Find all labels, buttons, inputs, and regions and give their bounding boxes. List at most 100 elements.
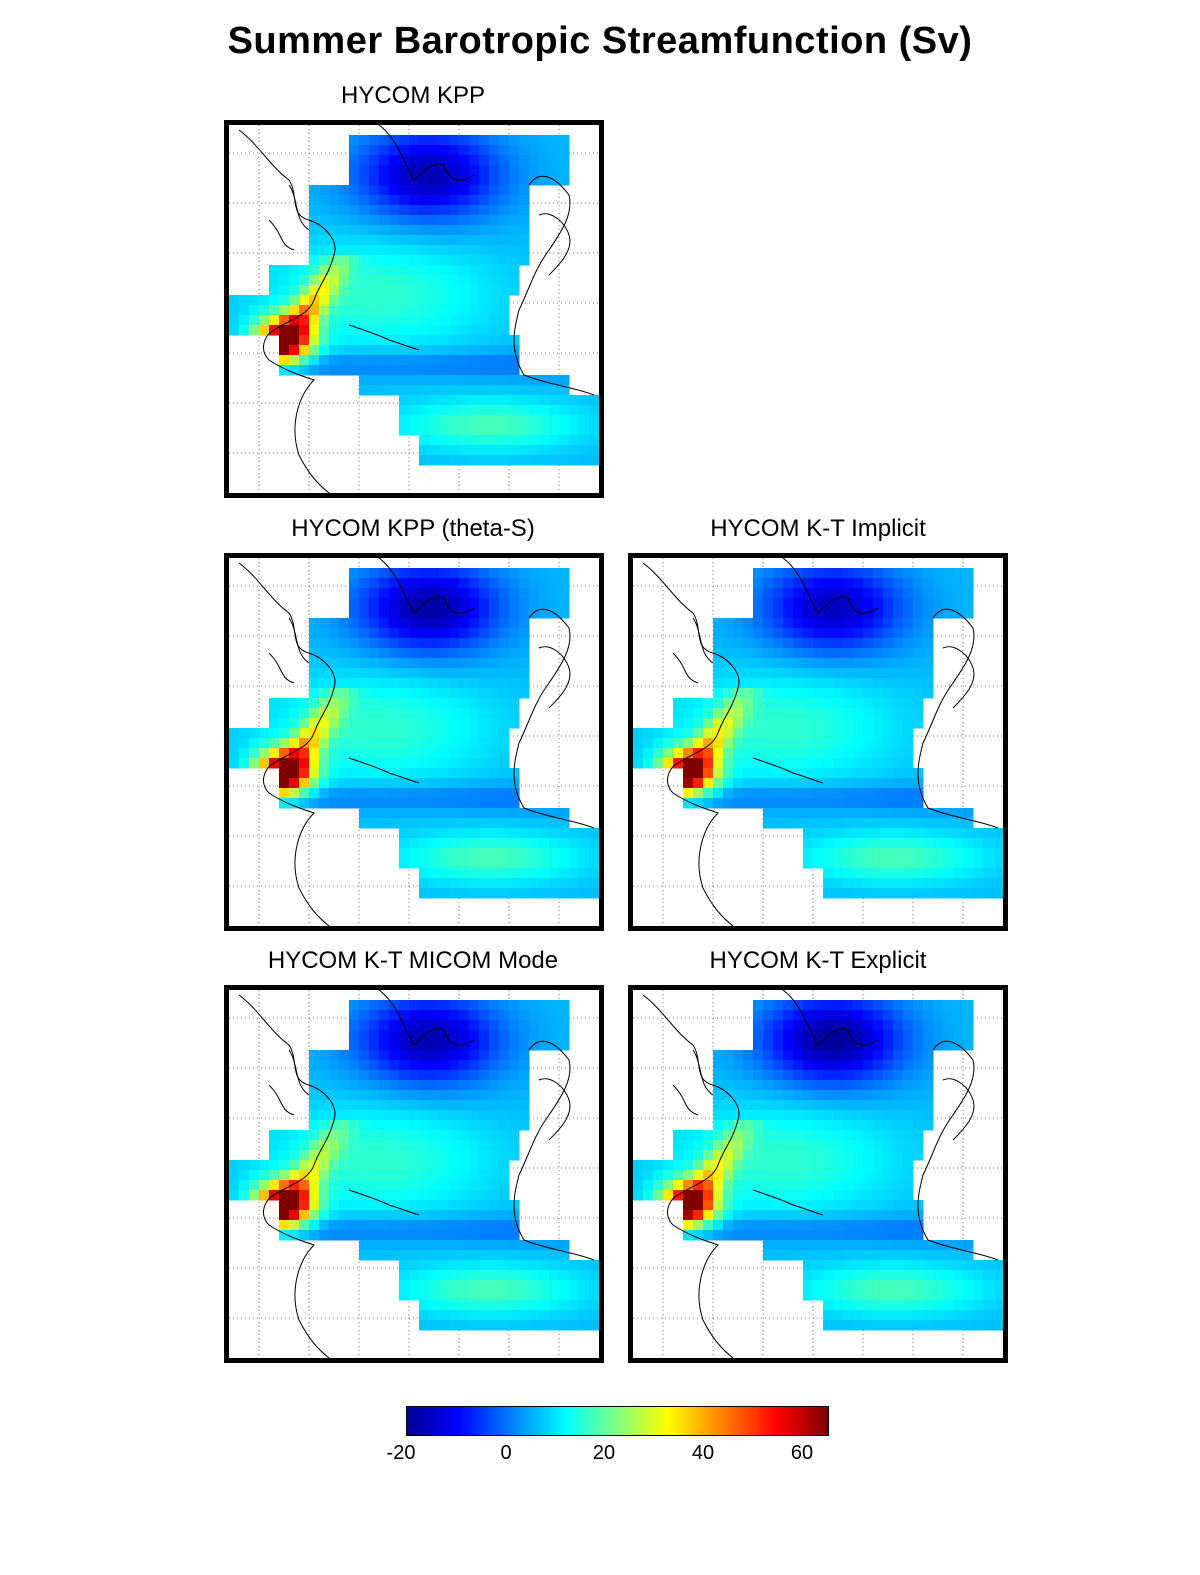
field-cell	[923, 1060, 934, 1071]
field-cell	[279, 738, 290, 749]
field-cell	[653, 1170, 664, 1181]
field-cell	[683, 1190, 694, 1201]
field-cell	[873, 798, 884, 809]
field-cell	[479, 395, 490, 406]
field-cell	[479, 1220, 490, 1231]
field-cell	[813, 1190, 824, 1201]
field-cell	[419, 255, 430, 266]
field-cell	[229, 1190, 240, 1201]
field-cell	[399, 688, 410, 699]
field-cell	[903, 1300, 914, 1311]
field-cell	[509, 798, 520, 809]
field-cell	[379, 175, 390, 186]
field-cell	[329, 275, 340, 286]
field-cell	[409, 365, 420, 376]
field-cell	[349, 758, 360, 769]
field-cell	[449, 798, 460, 809]
field-cell	[479, 1160, 490, 1171]
field-cell	[863, 578, 874, 589]
field-cell	[833, 1260, 844, 1271]
streamfunction-field	[229, 135, 599, 466]
field-cell	[833, 568, 844, 579]
field-cell	[823, 728, 834, 739]
field-cell	[489, 1010, 500, 1021]
field-cell	[479, 1140, 490, 1151]
field-cell	[883, 748, 894, 759]
field-cell	[269, 275, 280, 286]
field-cell	[933, 578, 944, 589]
field-cell	[923, 1100, 934, 1111]
field-cell	[833, 838, 844, 849]
field-cell	[813, 828, 824, 839]
field-cell	[289, 295, 300, 306]
field-cell	[399, 1140, 410, 1151]
field-cell	[693, 798, 704, 809]
field-cell	[753, 1170, 764, 1181]
field-cell	[733, 688, 744, 699]
field-cell	[753, 1080, 764, 1091]
field-cell	[459, 758, 470, 769]
field-cell	[479, 1210, 490, 1221]
field-cell	[693, 1140, 704, 1151]
field-cell	[793, 768, 804, 779]
field-cell	[369, 608, 380, 619]
field-cell	[429, 385, 440, 396]
field-cell	[713, 698, 724, 709]
field-cell	[439, 658, 450, 669]
field-cell	[389, 135, 400, 146]
field-cell	[429, 1000, 440, 1011]
field-cell	[753, 1220, 764, 1231]
field-cell	[409, 728, 420, 739]
field-cell	[893, 798, 904, 809]
field-cell	[309, 255, 320, 266]
field-cell	[509, 878, 520, 889]
field-cell	[489, 195, 500, 206]
field-cell	[439, 1210, 450, 1221]
field-cell	[439, 405, 450, 416]
field-cell	[509, 1240, 520, 1251]
field-cell	[559, 435, 570, 446]
field-cell	[549, 445, 560, 456]
field-cell	[953, 598, 964, 609]
field-cell	[469, 828, 480, 839]
field-cell	[883, 1230, 894, 1241]
field-cell	[289, 728, 300, 739]
field-cell	[449, 878, 460, 889]
field-cell	[479, 1120, 490, 1131]
field-cell	[409, 808, 420, 819]
field-cell	[419, 1090, 430, 1101]
field-cell	[873, 1170, 884, 1181]
field-cell	[349, 1080, 360, 1091]
coastline-path	[268, 617, 310, 684]
field-cell	[783, 728, 794, 739]
field-cell	[439, 1250, 450, 1261]
field-cell	[753, 1100, 764, 1111]
field-cell	[569, 858, 580, 869]
field-cell	[479, 778, 490, 789]
field-cell	[853, 828, 864, 839]
field-cell	[459, 698, 470, 709]
field-cell	[489, 415, 500, 426]
field-cell	[883, 1200, 894, 1211]
field-cell	[469, 668, 480, 679]
field-cell	[429, 205, 440, 216]
field-cell	[359, 1040, 370, 1051]
field-cell	[993, 888, 1003, 899]
field-cell	[499, 325, 510, 336]
field-cell	[853, 1210, 864, 1221]
field-cell	[439, 1100, 450, 1111]
field-cell	[923, 688, 934, 699]
field-cell	[419, 1170, 430, 1181]
field-cell	[429, 1190, 440, 1201]
field-cell	[489, 345, 500, 356]
field-cell	[509, 385, 520, 396]
field-cell	[843, 878, 854, 889]
field-cell	[349, 1160, 360, 1171]
field-cell	[399, 215, 410, 226]
field-cell	[873, 1070, 884, 1081]
field-cell	[299, 335, 310, 346]
field-cell	[529, 1300, 540, 1311]
field-cell	[943, 858, 954, 869]
field-cell	[489, 135, 500, 146]
field-cell	[289, 335, 300, 346]
